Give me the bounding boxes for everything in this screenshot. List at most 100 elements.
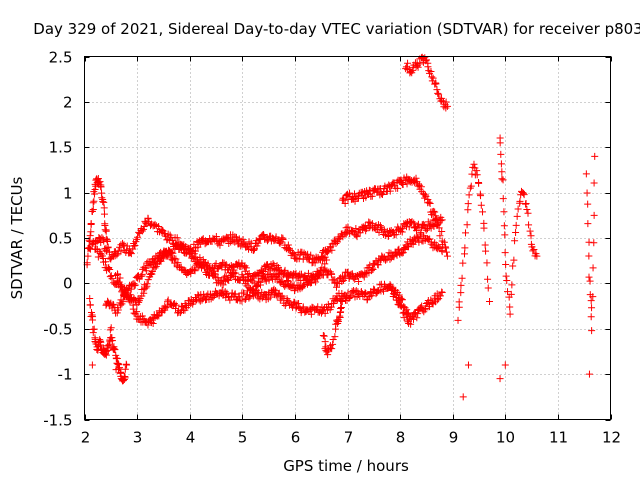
data-point xyxy=(121,365,129,373)
data-point xyxy=(430,207,438,215)
data-point xyxy=(164,252,172,260)
data-point xyxy=(230,266,238,274)
data-point xyxy=(88,361,96,369)
data-point xyxy=(311,259,319,267)
data-point xyxy=(385,232,393,240)
data-point xyxy=(166,248,174,256)
data-point xyxy=(162,304,170,312)
data-point xyxy=(467,182,475,190)
data-point xyxy=(119,298,127,306)
data-point xyxy=(434,219,442,227)
data-point xyxy=(99,196,107,204)
data-point xyxy=(464,200,472,208)
data-point xyxy=(501,231,509,239)
data-point xyxy=(499,176,507,184)
data-point xyxy=(454,316,462,324)
data-point xyxy=(396,301,404,309)
data-point xyxy=(157,255,165,263)
data-point xyxy=(355,278,363,285)
data-point xyxy=(240,289,248,297)
data-point xyxy=(443,102,451,110)
data-point xyxy=(111,346,119,354)
data-point xyxy=(96,178,104,186)
data-point xyxy=(241,295,249,303)
data-point xyxy=(479,208,487,216)
data-point xyxy=(109,300,117,308)
data-point xyxy=(365,218,373,226)
data-point xyxy=(100,237,108,245)
data-point xyxy=(190,250,198,258)
data-point xyxy=(398,224,406,232)
data-point xyxy=(436,232,444,240)
data-point xyxy=(410,310,418,318)
data-point xyxy=(400,245,408,253)
data-point xyxy=(502,261,510,269)
data-point xyxy=(507,290,515,298)
data-point xyxy=(390,290,398,298)
data-point xyxy=(369,289,377,297)
data-point xyxy=(135,298,143,306)
data-point xyxy=(256,281,264,289)
data-point xyxy=(506,310,514,318)
data-point xyxy=(275,238,283,246)
data-point xyxy=(279,235,287,243)
data-point xyxy=(246,243,254,251)
data-point xyxy=(265,276,273,284)
data-point xyxy=(442,244,450,252)
data-point xyxy=(86,232,94,240)
data-point xyxy=(431,208,439,216)
data-point xyxy=(151,264,159,272)
data-point xyxy=(113,251,121,259)
data-point xyxy=(433,220,441,228)
data-point xyxy=(269,260,277,268)
y-tick-label: 1 xyxy=(63,185,73,203)
data-point xyxy=(461,250,469,258)
data-point xyxy=(131,281,139,289)
data-point xyxy=(141,219,149,227)
data-point xyxy=(97,183,105,191)
data-point xyxy=(164,296,172,304)
data-point xyxy=(466,184,474,192)
data-point xyxy=(433,296,441,304)
data-point xyxy=(172,301,180,309)
data-point xyxy=(304,277,312,285)
data-point xyxy=(414,182,422,190)
data-point xyxy=(117,375,125,383)
data-point xyxy=(86,294,94,302)
data-point xyxy=(377,225,385,233)
data-point xyxy=(590,239,598,247)
data-point xyxy=(362,289,370,297)
data-point xyxy=(138,227,146,235)
data-point xyxy=(88,241,96,249)
data-point xyxy=(143,280,151,288)
data-point xyxy=(501,361,509,369)
data-point xyxy=(275,289,283,297)
data-point xyxy=(283,277,291,285)
data-point xyxy=(140,289,148,297)
data-point xyxy=(105,341,113,349)
data-point xyxy=(523,206,531,214)
x-tick-label: 4 xyxy=(186,429,196,447)
data-point xyxy=(350,228,358,236)
data-point xyxy=(117,283,125,291)
data-point xyxy=(328,270,336,278)
data-point xyxy=(104,346,112,354)
data-point xyxy=(585,273,593,281)
data-point xyxy=(198,236,206,244)
data-point xyxy=(386,227,394,235)
data-point xyxy=(300,249,308,257)
data-point xyxy=(147,319,155,327)
data-point xyxy=(127,249,135,257)
data-point xyxy=(142,267,150,275)
data-point xyxy=(418,302,426,310)
data-point xyxy=(266,293,274,301)
data-point xyxy=(484,275,492,283)
data-point xyxy=(239,236,247,244)
data-point xyxy=(477,201,485,209)
data-point xyxy=(115,361,123,369)
data-point xyxy=(276,239,284,247)
data-point xyxy=(530,246,538,253)
data-point xyxy=(178,244,186,252)
data-point xyxy=(510,256,518,264)
data-point xyxy=(98,194,106,202)
